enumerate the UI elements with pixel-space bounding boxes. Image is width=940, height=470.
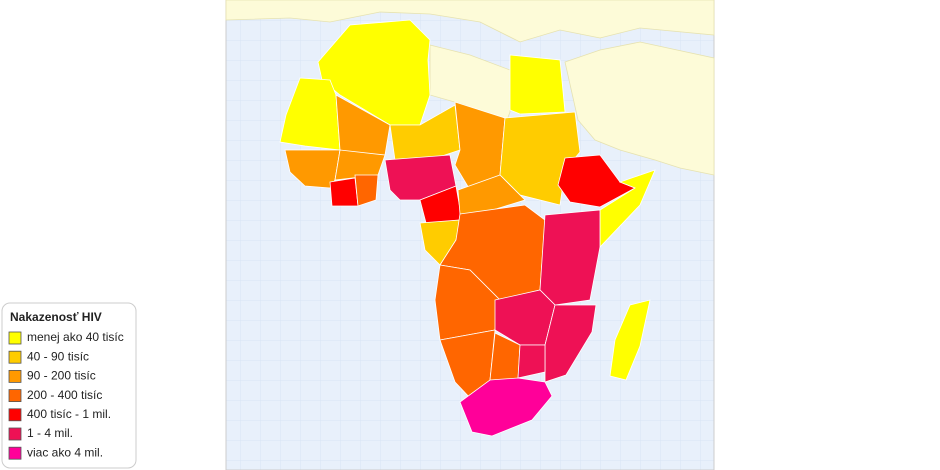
country: [609, 299, 651, 381]
arabia: [564, 41, 715, 176]
map-frame: [225, 0, 715, 470]
legend-swatch: [8, 408, 22, 422]
legend-label: 40 - 90 tisíc: [27, 349, 89, 363]
country: [557, 154, 636, 208]
country: [509, 54, 566, 115]
legend-label: 90 - 200 tisíc: [27, 369, 96, 383]
legend-title: Nakazenosť HIV: [10, 310, 102, 324]
legend-swatch: [8, 446, 22, 460]
country: [459, 377, 553, 437]
country: [517, 344, 546, 379]
legend-swatch: [8, 369, 22, 383]
legend-label: menej ako 40 tisíc: [27, 330, 124, 344]
country: [354, 174, 379, 207]
country: [329, 177, 359, 207]
legend-label: viac ako 4 mil.: [27, 445, 103, 459]
country: [539, 209, 601, 306]
other-land: [225, 0, 715, 176]
legend-swatch: [8, 389, 22, 403]
legend-label: 400 tisíc - 1 mil.: [27, 407, 111, 421]
legend-label: 1 - 4 mil.: [27, 426, 73, 440]
country: [279, 77, 341, 151]
countries: [279, 19, 656, 437]
legend-swatch: [8, 331, 22, 345]
legend-swatch: [8, 350, 22, 364]
legend-items: menej ako 40 tisíc 40 - 90 tisíc 90 - 200 …: [8, 330, 124, 460]
legend-swatch: [8, 427, 22, 441]
legend-label: 200 - 400 tisíc: [27, 388, 102, 402]
europe: [225, 0, 715, 43]
country: [457, 174, 526, 215]
legend-box: [1, 302, 137, 469]
